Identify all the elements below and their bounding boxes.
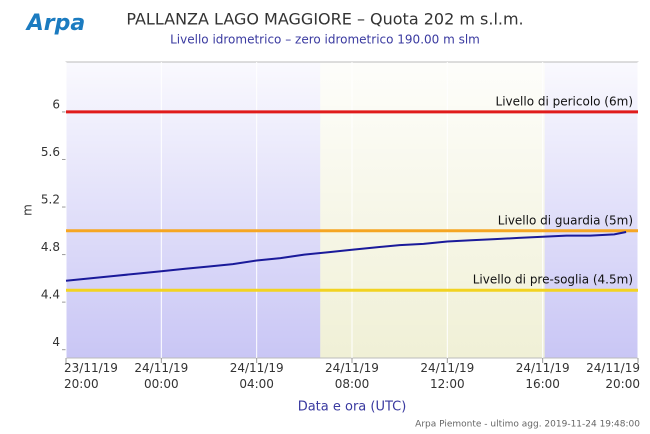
x-tick-label: 23/11/19 20:00: [64, 361, 118, 391]
y-tick-label: 5.2: [41, 193, 60, 207]
y-tick-label: 6: [52, 97, 60, 111]
y-tick-label: 4.8: [41, 240, 60, 254]
chart-title: PALLANZA LAGO MAGGIORE – Quota 202 m s.l…: [126, 10, 523, 29]
threshold-label: Livello di pericolo (6m): [496, 94, 633, 108]
data-line: [65, 231, 627, 282]
y-tick-label: 5.6: [41, 145, 60, 159]
credit: Arpa Piemonte - ultimo agg. 2019-11-24 1…: [415, 420, 640, 430]
x-tick-label: 24/11/19 08:00: [325, 361, 379, 391]
x-tick-label: 24/11/19 16:00: [516, 361, 570, 391]
x-tick-label: 24/11/19 00:00: [134, 361, 188, 391]
y-axis-label: m: [21, 204, 35, 216]
y-tick-label: 4.4: [41, 288, 60, 302]
threshold-label: Livello di pre-soglia (4.5m): [473, 273, 633, 287]
x-tick-label: 24/11/19 04:00: [230, 361, 284, 391]
threshold-label: Livello di guardia (5m): [498, 213, 633, 227]
x-axis-label: Data e ora (UTC): [298, 400, 407, 415]
x-tick-label: 24/11/19 12:00: [420, 361, 474, 391]
chart-subtitle: Livello idrometrico – zero idrometrico 1…: [170, 33, 480, 47]
y-tick-label: 4: [52, 335, 60, 349]
logo: Arpa: [25, 11, 85, 36]
x-tick-label: 24/11/19 20:00: [586, 361, 640, 391]
